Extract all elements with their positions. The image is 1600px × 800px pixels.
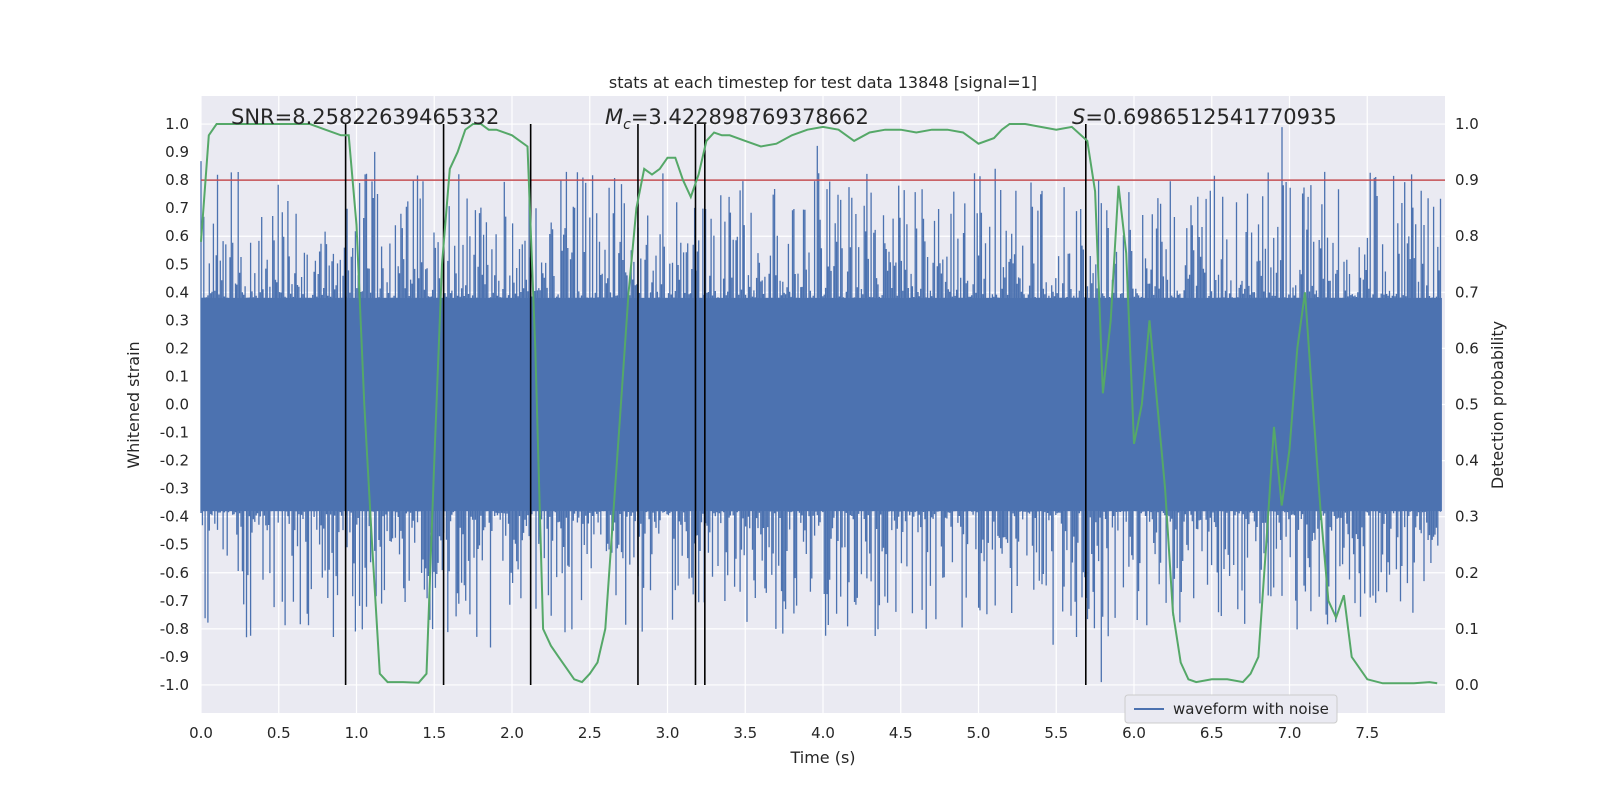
y-axis-label: Whitened strain xyxy=(124,341,143,468)
y-tick-label: -0.5 xyxy=(160,536,189,554)
y-right-tick-label: 0.3 xyxy=(1455,508,1479,526)
y-tick-label: 0.7 xyxy=(165,199,189,217)
x-tick-label: 4.0 xyxy=(811,724,835,742)
waveform-trace xyxy=(200,127,1442,683)
y-tick-label: -0.3 xyxy=(160,480,189,498)
chirp-mass-annotation: Mc=3.422898769378662 xyxy=(605,105,869,133)
y-tick-label: -0.8 xyxy=(160,620,189,638)
legend: waveform with noise xyxy=(1124,694,1338,724)
y-tick-label: -0.7 xyxy=(160,592,189,610)
y-axis-ticks: 1.0 0.9 0.8 0.7 0.6 0.5 0.4 0.3 0.2 0.1 0.0 -0.1 -0.… xyxy=(160,115,189,694)
probability-series xyxy=(200,123,1438,685)
x-tick-label: 3.0 xyxy=(656,724,680,742)
x-tick-label: 7.0 xyxy=(1278,724,1302,742)
snr-annotation: SNR=8.25822639465332 xyxy=(231,105,499,129)
y-tick-label: -0.4 xyxy=(160,508,189,526)
y-right-tick-label: 0.9 xyxy=(1455,171,1479,189)
y-right-tick-label: 0.7 xyxy=(1455,283,1479,301)
y-right-tick-label: 0.2 xyxy=(1455,564,1479,582)
y-axis-right-label: Detection probability xyxy=(1488,321,1507,489)
y-tick-label: 0.9 xyxy=(165,143,189,161)
y-tick-label: 0.4 xyxy=(165,283,189,301)
y-right-tick-label: 1.0 xyxy=(1455,115,1479,133)
s-annotation: S=0.6986512541770935 xyxy=(1072,105,1337,129)
x-tick-label: 4.5 xyxy=(889,724,913,742)
y-tick-label: -0.1 xyxy=(160,424,189,442)
y-tick-label: -0.2 xyxy=(160,452,189,470)
x-tick-label: 1.0 xyxy=(345,724,369,742)
y-right-tick-label: 0.6 xyxy=(1455,339,1479,357)
x-tick-label: 6.0 xyxy=(1122,724,1146,742)
chart-title: stats at each timestep for test data 138… xyxy=(609,73,1037,92)
x-tick-label: 7.5 xyxy=(1355,724,1379,742)
y-tick-label: 0.5 xyxy=(165,255,189,273)
x-tick-label: 5.0 xyxy=(967,724,991,742)
chirp-mass-symbol: M xyxy=(605,105,623,129)
y-right-tick-label: 0.1 xyxy=(1455,620,1479,638)
y-axis-right-ticks: 1.0 0.9 0.8 0.7 0.6 0.5 0.4 0.3 0.2 0.1 0.0 xyxy=(1455,115,1479,694)
x-tick-label: 6.5 xyxy=(1200,724,1224,742)
chirp-mass-value: =3.422898769378662 xyxy=(631,105,869,129)
chirp-mass-subscript: c xyxy=(623,117,631,133)
y-tick-label: -1.0 xyxy=(160,676,189,694)
waveform-series xyxy=(200,127,1442,683)
s-symbol: S xyxy=(1072,105,1085,129)
x-tick-label: 5.5 xyxy=(1044,724,1068,742)
x-axis-label: Time (s) xyxy=(789,748,855,767)
s-value: =0.6986512541770935 xyxy=(1085,105,1336,129)
x-tick-label: 2.0 xyxy=(500,724,524,742)
y-tick-label: 0.1 xyxy=(165,367,189,385)
y-tick-label: 0.8 xyxy=(165,171,189,189)
y-right-tick-label: 0.4 xyxy=(1455,452,1479,470)
legend-box xyxy=(1124,694,1338,724)
y-tick-label: 0.3 xyxy=(165,311,189,329)
x-tick-label: 3.5 xyxy=(733,724,757,742)
x-axis-ticks: 0.0 0.5 1.0 1.5 2.0 2.5 3.0 3.5 4.0 4.5 5.0 5.5 6.0 6… xyxy=(189,724,1379,742)
legend-label: waveform with noise xyxy=(1173,700,1329,718)
y-tick-label: 1.0 xyxy=(165,115,189,133)
y-tick-label: 0.6 xyxy=(165,227,189,245)
y-tick-label: -0.6 xyxy=(160,564,189,582)
x-tick-label: 2.5 xyxy=(578,724,602,742)
x-tick-label: 0.5 xyxy=(267,724,291,742)
y-tick-label: 0.0 xyxy=(165,396,189,414)
x-tick-label: 0.0 xyxy=(189,724,213,742)
y-tick-label: -0.9 xyxy=(160,648,189,666)
y-tick-label: 0.2 xyxy=(165,339,189,357)
y-right-tick-label: 0.0 xyxy=(1455,676,1479,694)
y-right-tick-label: 0.8 xyxy=(1455,227,1479,245)
x-tick-label: 1.5 xyxy=(422,724,446,742)
y-right-tick-label: 0.5 xyxy=(1455,396,1479,414)
